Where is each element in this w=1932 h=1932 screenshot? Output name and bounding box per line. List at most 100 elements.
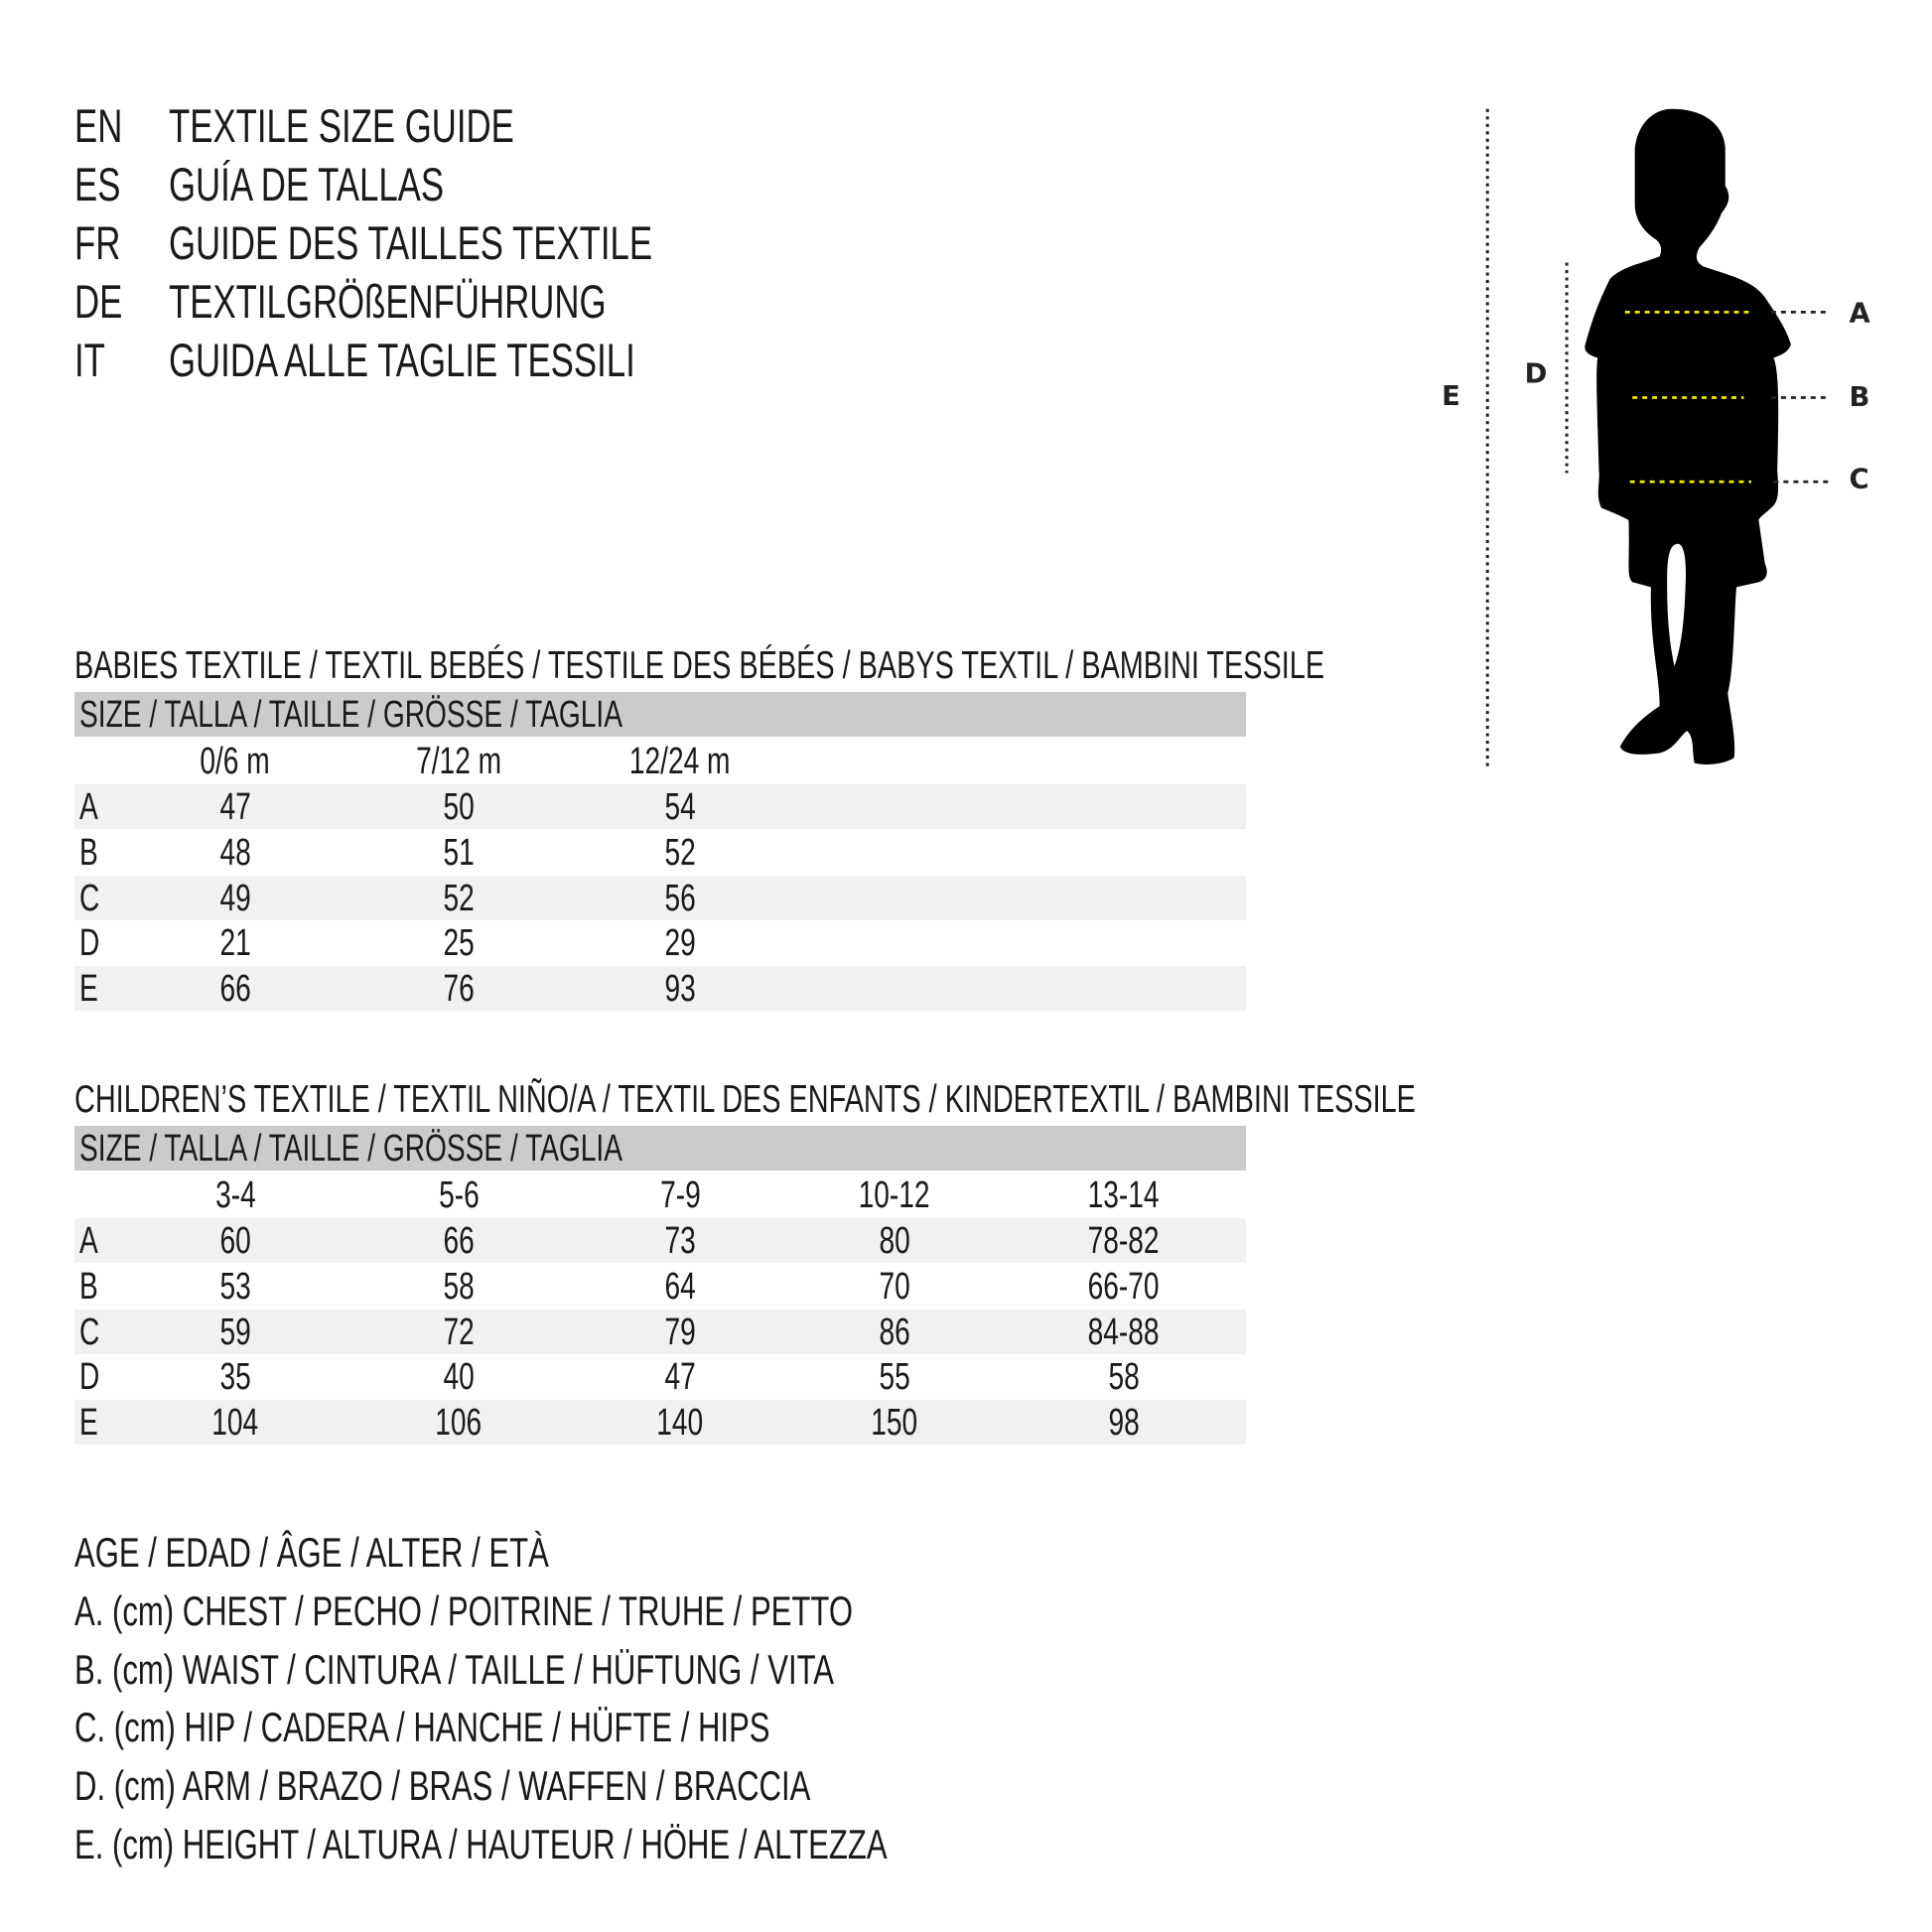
title-lang-code: DE: [74, 273, 139, 331]
table-cell: 55: [795, 1354, 994, 1400]
legend-text: E. (cm) HEIGHT / ALTURA / HAUTEUR / HÖHE…: [74, 1821, 888, 1867]
table-cell: 52: [359, 876, 558, 921]
label-d: D: [1525, 358, 1548, 389]
cell-value: 35: [219, 1356, 251, 1399]
cell-value: 47: [219, 786, 251, 828]
cell-value: 58: [443, 1265, 475, 1308]
cell-value: 52: [664, 831, 696, 874]
label-e: E: [1442, 381, 1460, 412]
row-label: B: [79, 830, 104, 876]
table-cell: 78-82: [1025, 1218, 1223, 1264]
title-es: GUÍA DE TALLAS: [169, 158, 445, 210]
column-header: 5-6: [359, 1173, 558, 1218]
row-label-text: E: [79, 968, 98, 1011]
table-cell: 60: [136, 1218, 335, 1264]
legend-line: A. (cm) CHEST / PECHO / POITRINE / TRUHE…: [74, 1584, 1126, 1639]
cell-value: 104: [211, 1402, 259, 1445]
column-header-text: 7-9: [659, 1174, 701, 1216]
column-header-text: 7/12 m: [416, 741, 501, 782]
table-heading-text: CHILDREN’S TEXTILE / TEXTIL NIÑO/A / TEX…: [74, 1078, 1416, 1121]
cell-value: 53: [219, 1265, 251, 1308]
column-header-text: 12/24 m: [629, 741, 731, 782]
title-lang-code: ES: [74, 156, 137, 213]
cell-value: 51: [443, 831, 475, 874]
table-cell: 79: [581, 1310, 779, 1355]
cell-value: 98: [1108, 1402, 1140, 1445]
title-lang-code: IT: [74, 332, 116, 389]
legend-text: B. (cm) WAIST / CINTURA / TAILLE / HÜFTU…: [74, 1645, 834, 1693]
title-text: GUIDA ALLE TAGLIE TESSILI: [169, 332, 799, 389]
cell-value: 84-88: [1088, 1311, 1160, 1353]
table-cell: 76: [359, 966, 558, 1012]
cell-value: 25: [443, 922, 475, 965]
cell-value: 52: [443, 877, 475, 919]
cell-value: 86: [879, 1311, 910, 1353]
column-header: 10-12: [795, 1173, 994, 1218]
lang-code: DE: [74, 275, 123, 328]
row-band: [74, 966, 1246, 1012]
table-cell: 58: [359, 1264, 558, 1310]
title-en: TEXTILE SIZE GUIDE: [169, 99, 514, 152]
column-header: 12/24 m: [581, 739, 779, 784]
table-cell: 53: [136, 1264, 335, 1310]
title-text: GUÍA DE TALLAS: [169, 156, 540, 213]
size-header-text: SIZE / TALLA / TAILLE / GRÖSSE / TAGLIA: [79, 694, 622, 736]
table-cell: 47: [581, 1354, 779, 1400]
row-label-text: B: [79, 831, 98, 874]
lang-code: EN: [74, 99, 123, 152]
cell-value: 79: [664, 1311, 696, 1353]
cell-value: 29: [664, 922, 696, 965]
legend-line: B. (cm) WAIST / CINTURA / TAILLE / HÜFTU…: [74, 1642, 1101, 1698]
table-heading: BABIES TEXTILE / TEXTIL BEBÉS / TESTILE …: [74, 643, 1763, 689]
table-cell: 47: [136, 784, 335, 830]
table-cell: 104: [136, 1400, 335, 1446]
cell-value: 150: [871, 1402, 918, 1445]
row-label: A: [79, 784, 104, 830]
table-cell: 35: [136, 1354, 335, 1400]
row-label-text: A: [79, 786, 98, 828]
legend-line: E. (cm) HEIGHT / ALTURA / HAUTEUR / HÖHE…: [74, 1817, 1173, 1872]
table-cell: 70: [795, 1264, 994, 1310]
cell-value: 66: [443, 1220, 475, 1262]
cell-value: 70: [879, 1265, 910, 1308]
cell-value: 80: [879, 1220, 910, 1262]
table-cell: 50: [359, 784, 558, 830]
table-cell: 56: [581, 876, 779, 921]
table-cell: 84-88: [1025, 1310, 1223, 1355]
legend-line: D. (cm) ARM / BRAZO / BRAS / WAFFEN / BR…: [74, 1758, 1069, 1814]
column-header: 7-9: [581, 1173, 779, 1218]
leg-gap: [1667, 543, 1687, 667]
lang-code: IT: [74, 334, 105, 386]
title-text: TEXTILE SIZE GUIDE: [169, 97, 635, 155]
legend-text: A. (cm) CHEST / PECHO / POITRINE / TRUHE…: [74, 1587, 854, 1634]
row-label: B: [79, 1264, 104, 1310]
cell-value: 66-70: [1088, 1265, 1160, 1308]
table-heading: CHILDREN’S TEXTILE / TEXTIL NIÑO/A / TEX…: [74, 1077, 1887, 1123]
table-cell: 72: [359, 1310, 558, 1355]
table-cell: 48: [136, 830, 335, 876]
cell-value: 48: [219, 831, 251, 874]
table-cell: 25: [359, 920, 558, 966]
child-silhouette-icon: [1585, 108, 1791, 764]
table-cell: 29: [581, 920, 779, 966]
legend-text: D. (cm) ARM / BRAZO / BRAS / WAFFEN / BR…: [74, 1762, 811, 1810]
cell-value: 64: [664, 1265, 696, 1308]
column-header-text: 13-14: [1088, 1174, 1160, 1216]
size-header-text: SIZE / TALLA / TAILLE / GRÖSSE / TAGLIA: [79, 1128, 622, 1170]
lang-code: ES: [74, 158, 121, 210]
table-cell: 80: [795, 1218, 994, 1264]
cell-value: 21: [219, 922, 251, 965]
cell-value: 60: [219, 1220, 251, 1262]
size-header-band: [74, 1126, 1246, 1171]
cell-value: 49: [219, 877, 251, 919]
table-cell: 40: [359, 1354, 558, 1400]
row-label-text: C: [79, 1311, 100, 1353]
row-label-text: D: [79, 1356, 100, 1399]
row-label: D: [79, 1354, 106, 1400]
cell-value: 56: [664, 877, 696, 919]
cell-value: 140: [656, 1402, 704, 1445]
table-cell: 49: [136, 876, 335, 921]
row-label-text: A: [79, 1220, 98, 1262]
column-header-text: 0/6 m: [200, 741, 271, 782]
